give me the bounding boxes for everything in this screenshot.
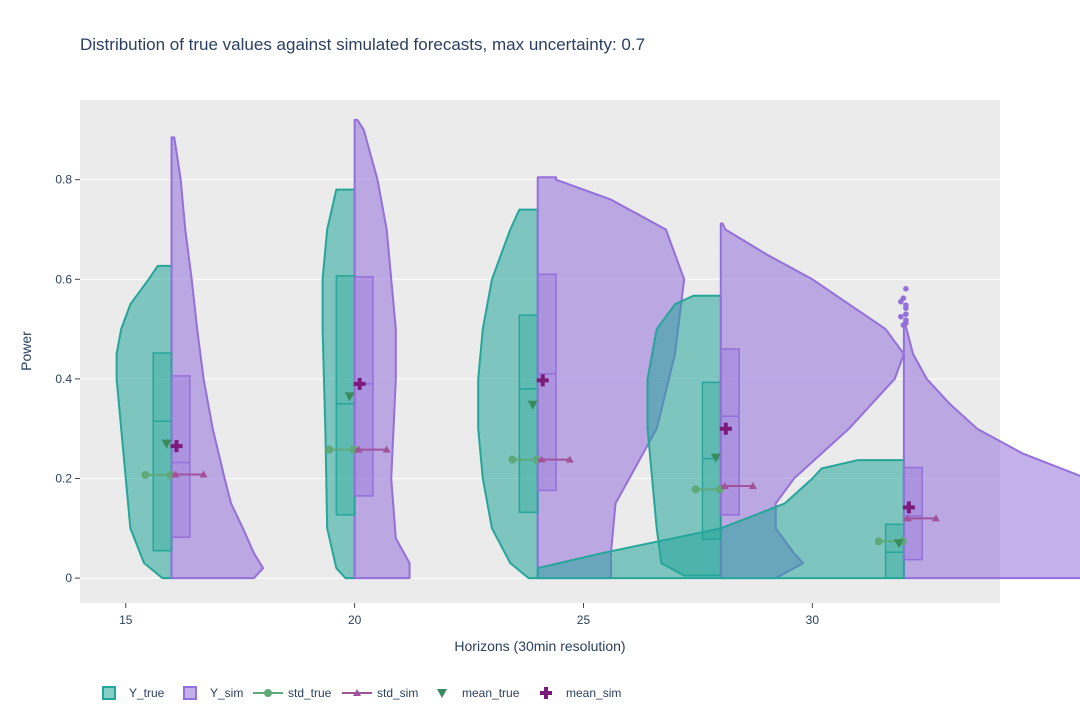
violins xyxy=(115,118,1080,580)
x-tick-label: 30 xyxy=(806,613,820,627)
y-tick-label: 0.2 xyxy=(55,471,72,485)
legend-label: Y_true xyxy=(129,686,165,700)
y-tick-label: 0.4 xyxy=(55,372,72,386)
x-tick-label: 20 xyxy=(348,613,362,627)
mean-true-marker xyxy=(161,439,172,449)
legend-item-std-sim: std_sim xyxy=(342,686,418,700)
std-true-point xyxy=(508,455,517,464)
outlier-point xyxy=(900,295,907,302)
mean-markers xyxy=(161,374,915,549)
violin-true xyxy=(115,264,173,580)
x-tick-label: 15 xyxy=(119,613,133,627)
legend-swatch-marker xyxy=(437,689,447,698)
std-sim-point xyxy=(171,470,180,478)
box-true xyxy=(518,314,539,514)
y-tick-label: 0.6 xyxy=(55,272,72,286)
legend-label: Y_sim xyxy=(210,686,243,700)
box-true xyxy=(884,523,905,579)
x-axis-title: Horizons (30min resolution) xyxy=(454,638,625,654)
legend-label: std_sim xyxy=(377,686,418,700)
legend-swatch xyxy=(183,686,197,700)
std-true-point xyxy=(874,537,883,546)
box-sim xyxy=(353,276,374,497)
outlier-point xyxy=(903,311,909,317)
y-tick-label: 0 xyxy=(65,571,72,585)
box-sim xyxy=(170,375,191,539)
violin-sim xyxy=(170,136,265,580)
legend-item-Y-sim: Y_sim xyxy=(183,686,243,700)
mean-true-marker xyxy=(893,539,904,549)
std-true-point xyxy=(325,445,334,454)
outlier-point xyxy=(903,285,909,292)
std-sim-point xyxy=(537,455,546,463)
violin-true xyxy=(536,459,905,580)
mean-sim-marker xyxy=(719,422,732,435)
y-tick-label: 0.8 xyxy=(55,173,72,187)
std-sim-point xyxy=(199,470,208,478)
y-axis-title: Power xyxy=(18,331,34,371)
legend-item-mean-sim: mean_sim xyxy=(540,686,621,700)
box-sim xyxy=(720,348,740,516)
legend-swatch-marker xyxy=(540,687,552,699)
legend-item-std-true: std_true xyxy=(253,686,332,700)
legend-label: mean_sim xyxy=(566,686,621,700)
legend-swatch-marker xyxy=(264,689,272,697)
outlier-point xyxy=(903,317,909,323)
mean-sim-marker xyxy=(353,377,366,390)
chart-title: Distribution of true values against simu… xyxy=(80,35,645,54)
legend-label: mean_true xyxy=(462,686,520,700)
std-sim-point xyxy=(748,481,757,489)
x-tick-labels: 15 20 25 30 xyxy=(119,603,819,627)
legend-label: std_true xyxy=(288,686,332,700)
std-sim-point xyxy=(354,445,363,453)
box-sim xyxy=(903,466,923,561)
std-sim-point xyxy=(565,455,574,463)
violin-sim xyxy=(902,325,1080,580)
box-true xyxy=(701,381,722,541)
outlier-point xyxy=(903,302,909,308)
std-sim-point xyxy=(720,481,729,489)
box-true xyxy=(152,352,173,552)
legend-item-mean-true: mean_true xyxy=(437,686,520,700)
std-sim-point xyxy=(382,445,391,453)
violin-true xyxy=(477,208,539,580)
legend-swatch-marker xyxy=(353,689,361,696)
std-sim-point xyxy=(931,514,940,522)
legend-item-Y-true: Y_true xyxy=(102,686,165,700)
y-tick-labels: 0 0.2 0.4 0.6 0.8 xyxy=(55,173,80,585)
std-sim-point xyxy=(903,514,912,522)
violin-true xyxy=(321,188,356,580)
mean-true-marker xyxy=(344,392,355,402)
legend-swatch xyxy=(102,686,116,700)
mean-true-marker xyxy=(710,453,721,463)
x-tick-label: 25 xyxy=(577,613,591,627)
violin-sim xyxy=(353,118,411,580)
mean-true-marker xyxy=(527,400,538,410)
mean-sim-marker xyxy=(902,501,915,514)
mean-sim-marker xyxy=(170,440,183,453)
outlier-point xyxy=(898,313,904,320)
std-true-point xyxy=(691,485,700,494)
legend: Y_true Y_sim std_true std_sim mean_true mean_… xyxy=(102,686,621,700)
mean-sim-marker xyxy=(536,374,549,387)
std-true-point xyxy=(141,471,150,480)
